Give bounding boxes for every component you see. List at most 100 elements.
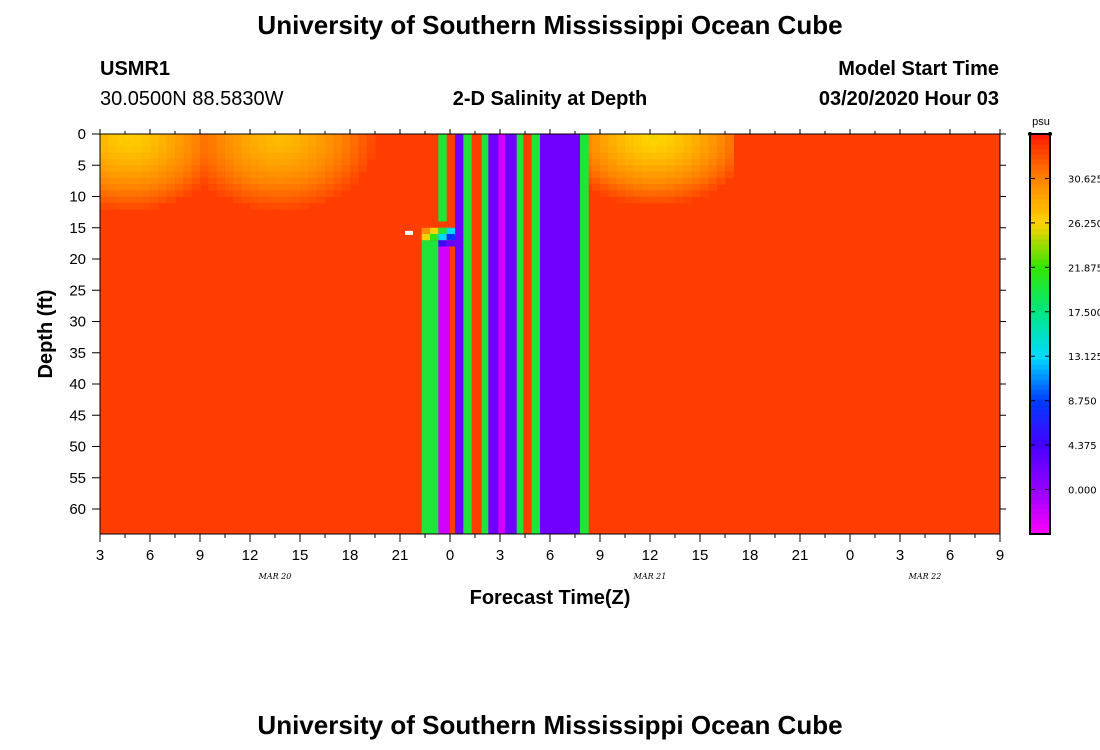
x-tick-label: 15 <box>692 547 709 564</box>
surface-cell <box>625 152 634 160</box>
surface-cell <box>250 184 259 191</box>
colorbar-segment <box>1030 404 1050 410</box>
surface-cell <box>225 152 234 160</box>
surface-cell <box>716 165 726 173</box>
surface-cell <box>591 159 601 166</box>
surface-cell <box>233 152 243 160</box>
surface-cell <box>141 146 151 154</box>
surface-cell <box>341 177 351 185</box>
surface-cell <box>308 134 318 141</box>
surface-cell <box>183 159 193 166</box>
surface-cell <box>291 184 301 191</box>
colorbar-segment <box>1030 384 1050 390</box>
surface-cell <box>283 165 293 173</box>
surface-cell <box>708 171 718 179</box>
surface-cell <box>633 152 643 160</box>
surface-cell <box>208 134 218 141</box>
colorbar-segment <box>1030 239 1050 245</box>
surface-cell <box>250 202 259 210</box>
surface-cell <box>625 140 634 148</box>
surface-cell <box>700 177 709 185</box>
colorbar-segment <box>1030 329 1050 335</box>
surface-cell <box>291 190 301 198</box>
surface-cell <box>633 171 643 179</box>
surface-cell <box>291 196 301 204</box>
surface-cell <box>341 184 351 191</box>
surface-cell <box>658 177 668 185</box>
transition-cell-2 <box>421 227 430 234</box>
surface-cell <box>150 202 159 210</box>
surface-cell <box>200 140 209 148</box>
surface-cell <box>258 196 268 204</box>
colorbar-segment <box>1030 224 1050 230</box>
surface-cell <box>316 152 326 160</box>
surface-cell <box>658 196 668 204</box>
surface-cell <box>608 152 618 160</box>
surface-cell <box>350 140 359 148</box>
colorbar-segment <box>1030 504 1050 510</box>
surface-cell <box>700 134 709 141</box>
surface-cell <box>241 140 251 148</box>
surface-cell <box>308 165 318 173</box>
surface-cell <box>116 196 126 204</box>
surface-cell <box>350 159 359 166</box>
surface-cell <box>291 165 301 173</box>
transition-cell-5 <box>446 227 455 234</box>
surface-cell <box>308 196 318 204</box>
x-tick-label: 6 <box>146 547 154 564</box>
surface-cell <box>683 177 693 185</box>
surface-cell <box>341 152 351 160</box>
surface-cell <box>275 190 284 198</box>
colorbar-segment <box>1030 164 1050 170</box>
band-14 <box>531 134 541 534</box>
y-tick-label: 50 <box>69 439 86 456</box>
surface-cell <box>133 171 143 179</box>
surface-cell <box>691 165 701 173</box>
surface-cell <box>100 159 109 166</box>
surface-cell <box>233 146 243 154</box>
surface-cell <box>650 165 659 173</box>
surface-cell <box>291 171 301 179</box>
surface-cell <box>133 146 143 154</box>
surface-cell <box>650 152 659 160</box>
surface-cell <box>316 134 326 141</box>
surface-cell <box>708 177 718 185</box>
surface-cell <box>608 159 618 166</box>
surface-cell <box>200 152 209 160</box>
surface-cell <box>300 190 309 198</box>
surface-cell <box>100 165 109 173</box>
surface-cell <box>358 152 368 160</box>
colorbar-segment <box>1030 269 1050 275</box>
colorbar-segment <box>1030 219 1050 225</box>
y-tick-label: 45 <box>69 407 86 424</box>
surface-cell <box>208 146 218 154</box>
surface-cell <box>108 184 118 191</box>
transition-cell-3 <box>430 227 439 234</box>
surface-cell <box>708 165 718 173</box>
colorbar-segment <box>1030 139 1050 145</box>
band-4 <box>450 134 456 534</box>
y-tick-label: 25 <box>69 282 86 299</box>
band-6 <box>463 134 473 534</box>
x-axis: 3 6 9 12 15 18 21 0 3 6 9 12 15 18 21 0 3 6 9 MAR 20 MAR 21 M… <box>96 129 1004 581</box>
surface-cell <box>300 177 309 185</box>
surface-cell <box>691 190 701 198</box>
surface-cell <box>233 165 243 173</box>
x-tick-label: 9 <box>996 547 1004 564</box>
surface-cell <box>191 171 201 179</box>
surface-cell <box>316 146 326 154</box>
surface-cell <box>308 171 318 179</box>
surface-cell <box>350 165 359 173</box>
surface-cell <box>358 140 368 148</box>
surface-cell <box>208 159 218 166</box>
surface-cell <box>300 196 309 204</box>
surface-cell <box>141 165 151 173</box>
surface-cell <box>591 165 601 173</box>
surface-cell <box>641 190 651 198</box>
surface-cell <box>250 165 259 173</box>
surface-cell <box>725 146 734 154</box>
surface-cell <box>266 152 276 160</box>
band-1 <box>438 246 451 534</box>
surface-cell <box>325 140 334 148</box>
surface-cell <box>700 184 709 191</box>
